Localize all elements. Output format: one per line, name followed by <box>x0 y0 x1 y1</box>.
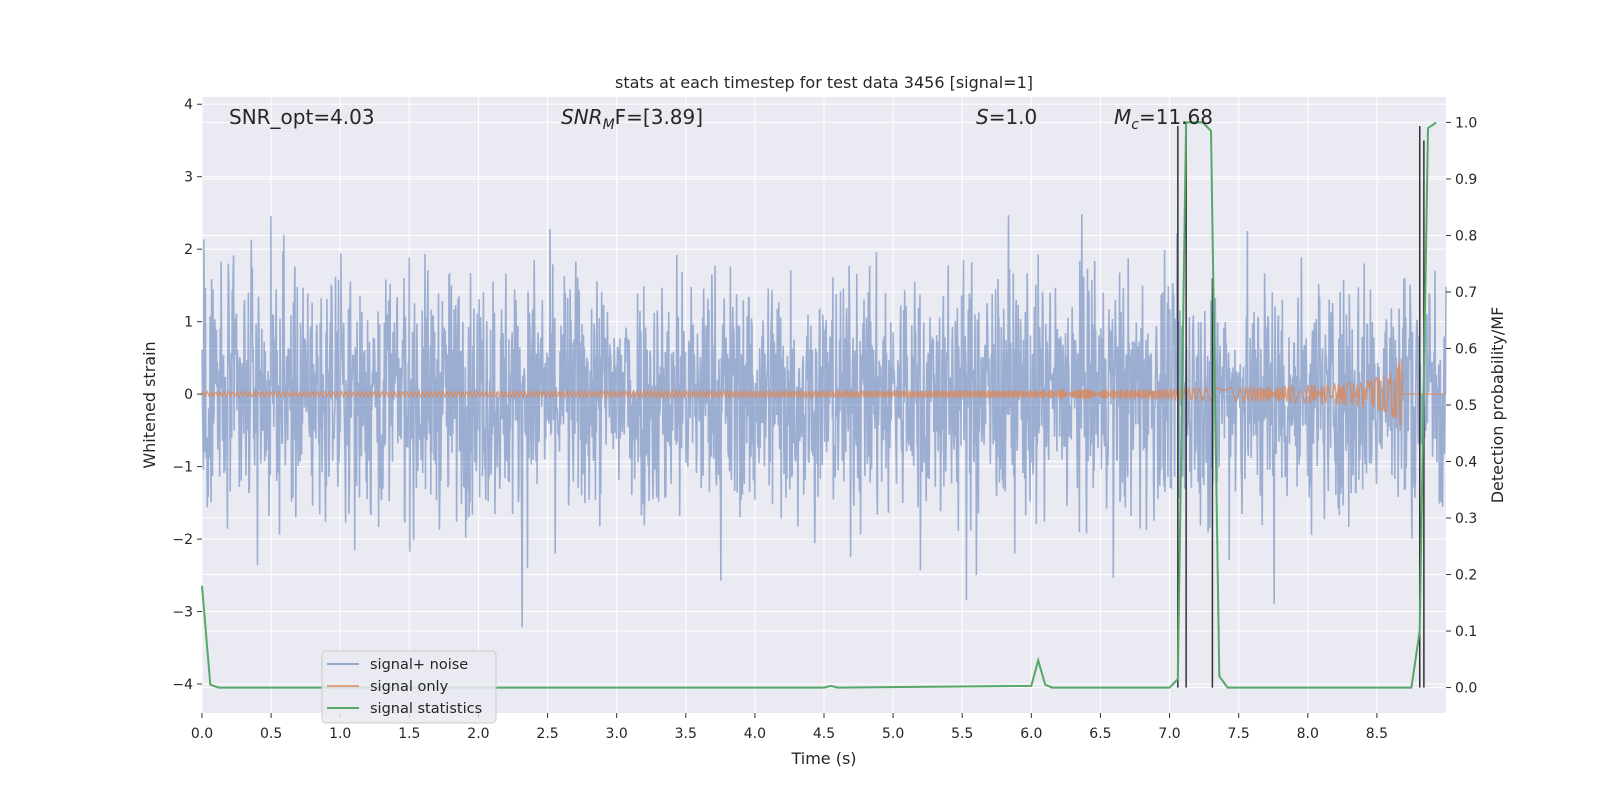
y2-tick-label: 0.1 <box>1455 624 1477 640</box>
x-tick-label: 5.0 <box>882 726 904 742</box>
legend: signal+ noise signal only signal statist… <box>321 650 497 724</box>
y2-tick-label: 0.4 <box>1455 455 1477 471</box>
mc-rest: =11.68 <box>1139 105 1213 129</box>
s-main: S <box>976 105 989 129</box>
mc-sub: c <box>1131 117 1139 133</box>
signal-statistics-series <box>201 121 1437 689</box>
y-tick-label: 2 <box>184 242 193 258</box>
legend-label-signal-noise: signal+ noise <box>370 657 468 673</box>
x-tick-label: 6.5 <box>1089 726 1111 742</box>
y2-tick-label: 0.9 <box>1455 172 1477 188</box>
snr-mf-sub: M <box>603 117 615 133</box>
y2-axis-ticks: 1.0 0.9 0.8 0.7 0.6 0.5 0.4 0.3 0.2 0.1 0.0 <box>1446 115 1477 697</box>
x-tick-label: 3.0 <box>606 726 628 742</box>
y2-tick-label: 0.8 <box>1455 228 1477 244</box>
y2-tick-label: 0.6 <box>1455 341 1477 357</box>
x-tick-label: 8.0 <box>1297 726 1319 742</box>
x-tick-label: 4.0 <box>744 726 766 742</box>
signal-only-series <box>201 358 1446 426</box>
x-tick-label: 2.5 <box>536 726 558 742</box>
x-tick-label: 4.5 <box>813 726 835 742</box>
legend-box <box>321 650 497 724</box>
y-axis-ticks: 4 3 2 1 0 −1 −2 −3 −4 <box>172 97 202 693</box>
chart-title: stats at each timestep for test data 345… <box>615 73 1033 92</box>
y2-tick-label: 0.2 <box>1455 568 1477 584</box>
signal-noise-series <box>201 213 1447 628</box>
x-axis-ticks: 0.0 0.5 1.0 1.5 2.0 2.5 3.0 3.5 4.0 4.5 5.0 5.5 6.0 6… <box>191 713 1388 742</box>
x-tick-label: 7.5 <box>1228 726 1250 742</box>
y-axis-label: Whitened strain <box>140 341 159 468</box>
snr-opt-annotation: SNR_opt=4.03 <box>229 105 375 129</box>
mc-main: M <box>1114 105 1131 129</box>
x-tick-label: 7.0 <box>1158 726 1180 742</box>
y-tick-label: −4 <box>172 677 193 693</box>
x-axis-label: Time (s) <box>790 749 856 768</box>
y-tick-label: −1 <box>172 460 193 476</box>
y-tick-label: 1 <box>184 315 193 331</box>
x-tick-label: 1.5 <box>398 726 420 742</box>
x-tick-label: 8.5 <box>1366 726 1388 742</box>
snr-mf-main: SNR <box>561 105 603 129</box>
y-tick-label: −2 <box>172 532 193 548</box>
legend-label-signal-statistics: signal statistics <box>370 701 482 717</box>
x-tick-label: 2.0 <box>467 726 489 742</box>
y2-axis-label: Detection probability/MF <box>1488 307 1507 504</box>
y-tick-label: −3 <box>172 605 193 621</box>
legend-label-signal-only: signal only <box>370 679 449 695</box>
y-tick-label: 3 <box>184 170 193 186</box>
y-tick-label: 4 <box>184 97 193 113</box>
signal-noise-line <box>201 213 1447 628</box>
mc-annotation: Mc=11.68 <box>1114 105 1213 133</box>
snr-mf-annotation: SNRMF=[3.89] <box>561 105 703 133</box>
s-annotation: S=1.0 <box>976 105 1037 129</box>
y2-tick-label: 0.5 <box>1455 398 1477 414</box>
y2-tick-label: 0.3 <box>1455 511 1477 527</box>
snr-mf-rest: F=[3.89] <box>615 105 703 129</box>
y-tick-label: 0 <box>184 387 193 403</box>
y2-tick-label: 0.0 <box>1455 681 1477 697</box>
y2-tick-label: 1.0 <box>1455 115 1477 131</box>
y2-tick-label: 0.7 <box>1455 285 1477 301</box>
x-tick-label: 0.5 <box>260 726 282 742</box>
x-tick-label: 6.0 <box>1020 726 1042 742</box>
signal-only-line <box>201 358 1446 426</box>
s-rest: =1.0 <box>989 105 1038 129</box>
x-tick-label: 5.5 <box>951 726 973 742</box>
x-tick-label: 0.0 <box>191 726 213 742</box>
x-tick-label: 3.5 <box>675 726 697 742</box>
x-tick-label: 1.0 <box>329 726 351 742</box>
signal-statistics-line <box>201 121 1437 689</box>
